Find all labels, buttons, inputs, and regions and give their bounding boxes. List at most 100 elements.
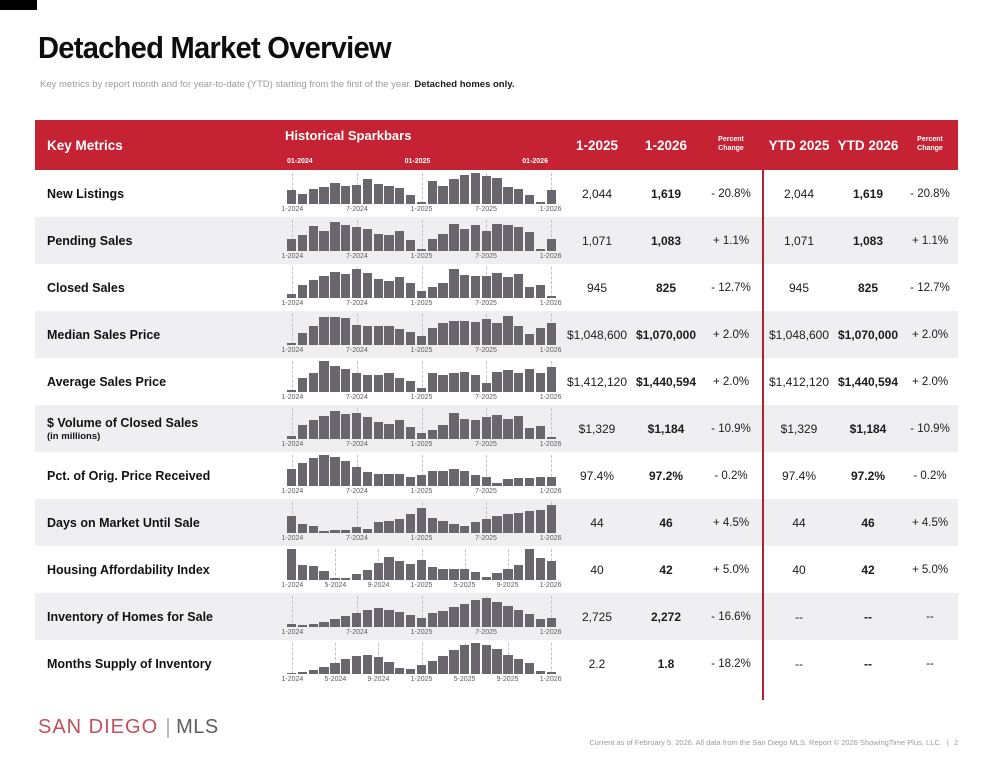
sparkbar-bar xyxy=(341,186,351,204)
sparkbar-bar xyxy=(438,233,448,251)
table-row: Pending Sales 1-2024 7-2024 1-2025 7-2025 1-… xyxy=(35,217,958,264)
sparkbar-bar xyxy=(492,649,502,674)
report-footnote: Current as of February 5, 2026. All data… xyxy=(589,738,958,747)
sparkbar-tick-label: 1-2024 xyxy=(281,394,304,401)
value-month-curr: 2,272 xyxy=(650,609,682,624)
sparkbar-bar xyxy=(341,529,351,533)
sparkbar-bar xyxy=(362,179,372,204)
sparkbar-tick-label: 1-2024 xyxy=(281,441,304,448)
sparkbar-tick-label: 1-2026 xyxy=(539,253,562,260)
metric-label: Days on Market Until Sale xyxy=(47,515,200,530)
header-sparkbar-year-ticks: 01-2024 01-2025 01-2026 xyxy=(287,158,548,165)
sparkbar-bar xyxy=(481,231,491,251)
sparkbar-chart: 1-2024 7-2024 1-2025 7-2025 1-2026 xyxy=(281,170,562,217)
value-ytd-prev: 945 xyxy=(788,280,810,295)
sparkbar-bar xyxy=(395,519,405,533)
sparkbar-chart: 1-2024 7-2024 1-2025 7-2025 1-2026 xyxy=(281,593,562,640)
sparkbar-bar xyxy=(297,624,308,627)
value-month-change: - 16.6% xyxy=(711,610,751,623)
sparkbar-chart: 1-2024 7-2024 1-2025 7-2025 1-2026 xyxy=(281,311,562,358)
value-month-prev: 44 xyxy=(590,515,604,530)
value-month-change: - 12.7% xyxy=(711,281,751,294)
sparkbar-tick-label: 1-2024 xyxy=(281,347,304,354)
value-month-change: + 2.0% xyxy=(712,375,750,388)
sparkbar-bar xyxy=(297,462,308,486)
sparkbar-bar xyxy=(330,411,340,439)
value-ytd-prev: 40 xyxy=(792,562,806,577)
sparkbar-tick-label: 1-2025 xyxy=(410,300,433,307)
sparkbar-bar xyxy=(535,619,545,627)
sparkbar-bar xyxy=(460,645,470,674)
metric-label: Average Sales Price xyxy=(47,374,167,389)
sparkbar-bar xyxy=(470,522,481,533)
value-ytd-change: - 12.7% xyxy=(910,281,950,294)
sparkbar-tick-label: 7-2024 xyxy=(346,347,368,354)
sparkbar-bar xyxy=(546,617,556,627)
value-month-curr: $1,440,594 xyxy=(635,374,697,389)
sparkbar-bar xyxy=(524,663,535,674)
value-ytd-change: + 4.5% xyxy=(911,516,949,529)
value-month-prev: $1,048,600 xyxy=(566,327,628,342)
sparkbar-bar xyxy=(373,183,383,204)
sparkbar-tick-label: 7-2024 xyxy=(346,535,368,542)
sparkbar-gridline xyxy=(486,502,488,533)
sparkbar-gridline xyxy=(550,267,552,298)
sparkbar-bar xyxy=(287,468,297,486)
sparkbar-bar xyxy=(319,415,329,439)
value-ytd-change: -- xyxy=(926,610,934,623)
sparkbar-bar xyxy=(362,325,372,345)
sparkbar-bar xyxy=(546,296,556,298)
sparkbar-bar xyxy=(449,179,459,204)
sparkbar-bar xyxy=(330,619,340,627)
sparkbar-bar xyxy=(384,234,394,251)
sparkbar-bar xyxy=(341,414,351,439)
sparkbar-bar xyxy=(470,276,481,298)
sparkbar-bar xyxy=(330,529,340,533)
metric-cell: New Listings xyxy=(35,170,285,217)
sparkbar-tick-label: 1-2026 xyxy=(539,676,562,683)
sparkbar-tick-label: 7-2024 xyxy=(346,488,368,495)
value-ytd-curr: -- xyxy=(864,609,872,624)
sparkbar-bar xyxy=(449,606,459,627)
sparkbar-bar xyxy=(470,572,481,580)
sparkbar-tick-label: 1-2025 xyxy=(410,582,433,589)
sparkbar-bar xyxy=(362,570,372,580)
sparkbar-tick-label: 9-2025 xyxy=(496,676,519,683)
sparkbar-bar xyxy=(287,435,297,439)
sparkbar-bar xyxy=(351,527,362,533)
sparkbar-bar xyxy=(449,223,459,251)
value-month-curr: 1,619 xyxy=(650,186,682,201)
sparkbar-gridline xyxy=(292,314,294,345)
sparkbar-bar xyxy=(535,425,545,439)
sparkbar-bar xyxy=(416,249,427,251)
sparkbar-bar xyxy=(503,370,513,392)
sparkbar-bar xyxy=(416,508,427,533)
sparkbar-bars xyxy=(287,361,556,392)
table-row: Closed Sales 1-2024 7-2024 1-2025 7-2025 1-2… xyxy=(35,264,958,311)
sparkbar-tick-label: 1-2024 xyxy=(281,253,304,260)
sparkbar-bar xyxy=(297,564,308,580)
sparkbar-bar xyxy=(460,371,470,392)
sparkbar-bar xyxy=(308,420,318,439)
value-month-prev: 2.2 xyxy=(588,656,606,671)
sparkbar-bar xyxy=(287,238,297,251)
sparkbar-gridline xyxy=(486,455,488,486)
sparkbar-bar xyxy=(308,326,318,345)
sparkbar-bar xyxy=(319,622,329,627)
sparkbar-tick-label: 1-2026 xyxy=(539,535,562,542)
sparkbar-bar xyxy=(503,479,513,486)
value-month-change: + 2.0% xyxy=(712,328,750,341)
metric-cell: Closed Sales xyxy=(35,264,285,311)
metric-label: Months Supply of Inventory xyxy=(47,656,212,671)
sparkbar-bars xyxy=(287,267,556,298)
sparkbar-bar xyxy=(341,578,351,580)
sparkbar-tick-label: 5-2025 xyxy=(453,582,476,589)
value-ytd-curr: $1,440,594 xyxy=(837,374,899,389)
sparkbar-bar xyxy=(449,523,459,533)
sparkbar-bar xyxy=(524,428,535,439)
sparkbar-gridline xyxy=(292,220,294,251)
sparkbar-gridline xyxy=(550,643,552,674)
sparkbar-bar xyxy=(427,327,437,345)
sparkbar-bar xyxy=(405,563,416,580)
sparkbar-bar xyxy=(405,240,416,251)
